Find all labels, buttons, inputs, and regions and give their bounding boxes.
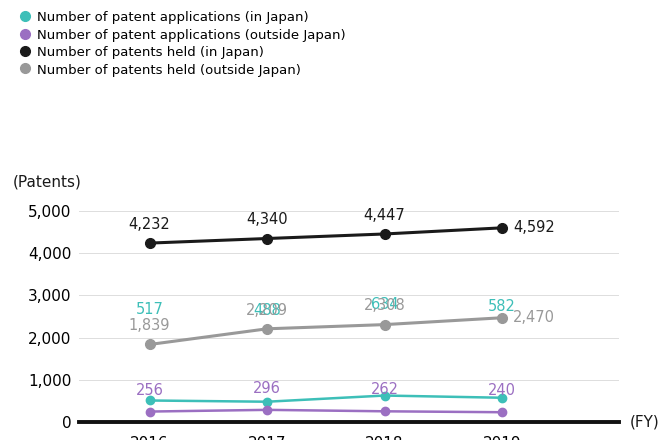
Number of patents held (in Japan) [498,225,506,231]
Text: 296: 296 [253,381,281,396]
Number of patent applications (in Japan) [498,395,506,400]
Number of patent applications (outside Japan) [498,410,506,415]
Number of patents held (outside Japan) [146,342,154,347]
Number of patents held (outside Japan) [498,315,506,320]
Line: Number of patent applications (in Japan): Number of patent applications (in Japan) [146,391,506,406]
Number of patent applications (outside Japan) [263,407,271,412]
Legend: Number of patent applications (in Japan), Number of patent applications (outside: Number of patent applications (in Japan)… [20,11,345,77]
Number of patents held (in Japan) [380,231,388,237]
Text: 4,232: 4,232 [129,217,171,232]
Text: 2,308: 2,308 [364,298,405,313]
Text: 4,340: 4,340 [246,213,288,227]
Text: 517: 517 [136,302,163,317]
Line: Number of patents held (outside Japan): Number of patents held (outside Japan) [145,313,507,349]
Text: (Patents): (Patents) [13,174,82,189]
Text: 2,470: 2,470 [513,310,555,325]
Number of patent applications (outside Japan) [380,409,388,414]
Number of patents held (outside Japan) [263,326,271,331]
Text: 488: 488 [253,304,281,319]
Number of patents held (in Japan) [146,240,154,246]
Text: 2,209: 2,209 [246,303,288,318]
Text: 240: 240 [488,383,516,398]
Text: 262: 262 [370,382,399,397]
Line: Number of patent applications (outside Japan): Number of patent applications (outside J… [146,406,506,416]
Text: 4,592: 4,592 [513,220,555,235]
Text: 256: 256 [136,383,163,398]
Number of patents held (in Japan) [263,236,271,241]
Text: 4,447: 4,447 [364,208,405,223]
Number of patent applications (in Japan) [263,399,271,404]
Number of patents held (outside Japan) [380,322,388,327]
Text: (FY): (FY) [629,415,659,430]
Line: Number of patents held (in Japan): Number of patents held (in Japan) [145,223,507,248]
Text: 582: 582 [488,299,516,315]
Text: 1,839: 1,839 [129,319,170,334]
Text: 634: 634 [371,297,398,312]
Number of patent applications (in Japan) [146,398,154,403]
Number of patent applications (outside Japan) [146,409,154,414]
Number of patent applications (in Japan) [380,393,388,398]
